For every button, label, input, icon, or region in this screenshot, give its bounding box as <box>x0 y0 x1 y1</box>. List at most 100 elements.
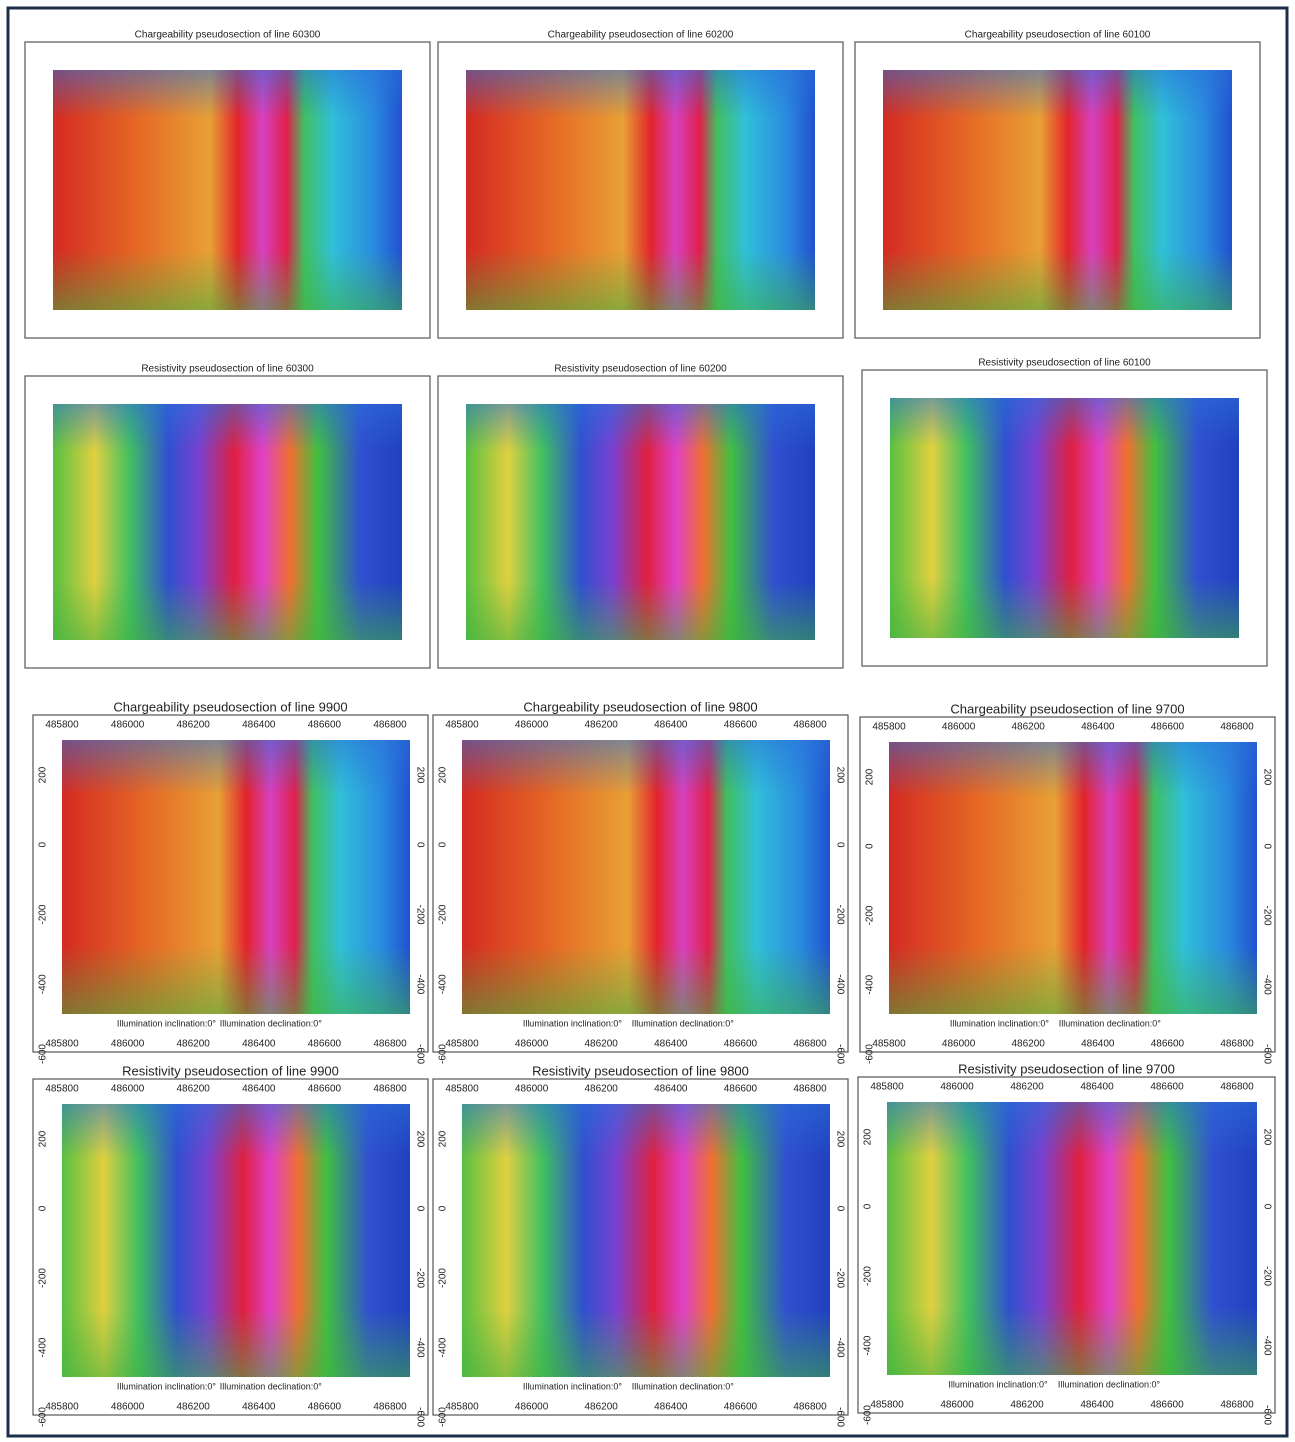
illumination-note: Illumination declination:0° <box>632 1018 735 1028</box>
section-shading <box>62 1104 410 1377</box>
x-tick-label: 486600 <box>308 1402 342 1413</box>
x-tick-label: 485800 <box>870 1400 904 1411</box>
y-tick-label: 0 <box>414 842 425 848</box>
x-tick-label: 486600 <box>308 720 342 731</box>
y-tick-label: -200 <box>414 1268 425 1288</box>
y-tick-label: -600 <box>438 1044 449 1064</box>
x-tick-label: 486800 <box>793 1084 827 1095</box>
y-tick-label: -200 <box>1261 1266 1272 1286</box>
y-tick-label: -600 <box>38 1407 49 1427</box>
section-shading <box>53 70 402 310</box>
x-tick-label: 486000 <box>515 1039 549 1050</box>
illumination-note: Illumination declination:0° <box>1059 1018 1162 1028</box>
x-tick-label: 486400 <box>654 1039 688 1050</box>
illumination-note: Illumination inclination:0° <box>117 1381 217 1391</box>
y-tick-label: -600 <box>834 1407 845 1427</box>
panel-title: Resistivity pseudosection of line 9900 <box>122 1063 339 1078</box>
x-tick-label: 486600 <box>1151 1039 1185 1050</box>
y-tick-label: -400 <box>438 974 449 994</box>
x-tick-label: 486000 <box>515 1084 549 1095</box>
x-tick-label: 485800 <box>445 720 479 731</box>
y-tick-label: 0 <box>414 1206 425 1212</box>
y-tick-label: -600 <box>863 1405 874 1425</box>
x-tick-label: 486200 <box>1012 1039 1046 1050</box>
x-tick-label: 486800 <box>373 1084 407 1095</box>
x-tick-label: 486000 <box>942 722 976 733</box>
y-tick-label: 0 <box>438 842 449 848</box>
x-tick-label: 486800 <box>1220 1039 1254 1050</box>
x-tick-label: 486000 <box>515 720 549 731</box>
x-tick-label: 486200 <box>1010 1082 1044 1093</box>
y-tick-label: 200 <box>414 1131 425 1148</box>
y-tick-label: -200 <box>438 1268 449 1288</box>
x-tick-label: 486200 <box>1012 722 1046 733</box>
y-tick-label: 200 <box>834 1131 845 1148</box>
section-shading <box>887 1102 1257 1375</box>
x-tick-label: 486600 <box>724 720 758 731</box>
x-tick-label: 486600 <box>724 1039 758 1050</box>
x-tick-label: 486600 <box>1150 1082 1184 1093</box>
x-tick-label: 486400 <box>242 1084 276 1095</box>
panel-title: Chargeability pseudosection of line 6010… <box>965 30 1151 41</box>
y-tick-label: 0 <box>1261 843 1272 849</box>
y-tick-label: -400 <box>414 974 425 994</box>
y-tick-label: -400 <box>863 1335 874 1355</box>
x-tick-label: 486200 <box>585 1084 619 1095</box>
x-tick-label: 486800 <box>793 1402 827 1413</box>
y-tick-label: 200 <box>38 1130 49 1147</box>
x-tick-label: 486200 <box>177 1402 211 1413</box>
x-tick-label: 486400 <box>1081 1039 1115 1050</box>
y-tick-label: -400 <box>834 974 845 994</box>
section-shading <box>890 398 1239 638</box>
y-tick-label: 0 <box>38 1205 49 1211</box>
y-tick-label: 200 <box>1261 769 1272 786</box>
section-shading <box>883 70 1232 310</box>
x-tick-label: 486400 <box>242 1039 276 1050</box>
x-tick-label: 486400 <box>1080 1400 1114 1411</box>
x-tick-label: 485800 <box>445 1084 479 1095</box>
y-tick-label: -200 <box>414 904 425 924</box>
y-tick-label: -600 <box>414 1407 425 1427</box>
x-tick-label: 486600 <box>724 1402 758 1413</box>
x-tick-label: 485800 <box>45 1039 79 1050</box>
y-tick-label: -200 <box>38 1268 49 1288</box>
panel-title: Resistivity pseudosection of line 9700 <box>958 1061 1175 1076</box>
x-tick-label: 486000 <box>515 1402 549 1413</box>
illumination-note: Illumination declination:0° <box>220 1381 323 1391</box>
panel-title: Chargeability pseudosection of line 6030… <box>135 30 321 41</box>
y-tick-label: 0 <box>38 842 49 848</box>
x-tick-label: 485800 <box>45 720 79 731</box>
panel-title: Resistivity pseudosection of line 9800 <box>532 1063 749 1078</box>
panel-title: Resistivity pseudosection of line 60300 <box>141 364 314 375</box>
x-tick-label: 486800 <box>373 720 407 731</box>
x-tick-label: 486000 <box>940 1400 974 1411</box>
section-shading <box>466 404 815 640</box>
illumination-note: Illumination declination:0° <box>1058 1379 1161 1389</box>
x-tick-label: 486800 <box>793 720 827 731</box>
illumination-note: Illumination declination:0° <box>632 1381 735 1391</box>
y-tick-label: 200 <box>865 768 876 785</box>
y-tick-label: 200 <box>863 1128 874 1145</box>
x-tick-label: 486600 <box>1151 722 1185 733</box>
x-tick-label: 486800 <box>1220 722 1254 733</box>
y-tick-label: -600 <box>865 1044 876 1064</box>
x-tick-label: 486200 <box>1010 1400 1044 1411</box>
section-shading <box>462 740 830 1014</box>
illumination-note: Illumination inclination:0° <box>948 1379 1048 1389</box>
x-tick-label: 486000 <box>111 720 145 731</box>
figure: Chargeability pseudosection of line 6030… <box>0 0 1295 1442</box>
x-tick-label: 485800 <box>45 1084 79 1095</box>
section-shading <box>53 404 402 640</box>
section-shading <box>62 740 410 1014</box>
x-tick-label: 486200 <box>585 720 619 731</box>
x-tick-label: 486400 <box>654 1084 688 1095</box>
y-tick-label: -200 <box>834 904 845 924</box>
x-tick-label: 486800 <box>373 1039 407 1050</box>
x-tick-label: 486400 <box>654 720 688 731</box>
x-tick-label: 485800 <box>45 1402 79 1413</box>
x-tick-label: 486000 <box>111 1084 145 1095</box>
y-tick-label: 200 <box>834 767 845 784</box>
panel-title: Resistivity pseudosection of line 60100 <box>978 358 1151 369</box>
y-tick-label: -400 <box>865 974 876 994</box>
y-tick-label: -600 <box>414 1044 425 1064</box>
